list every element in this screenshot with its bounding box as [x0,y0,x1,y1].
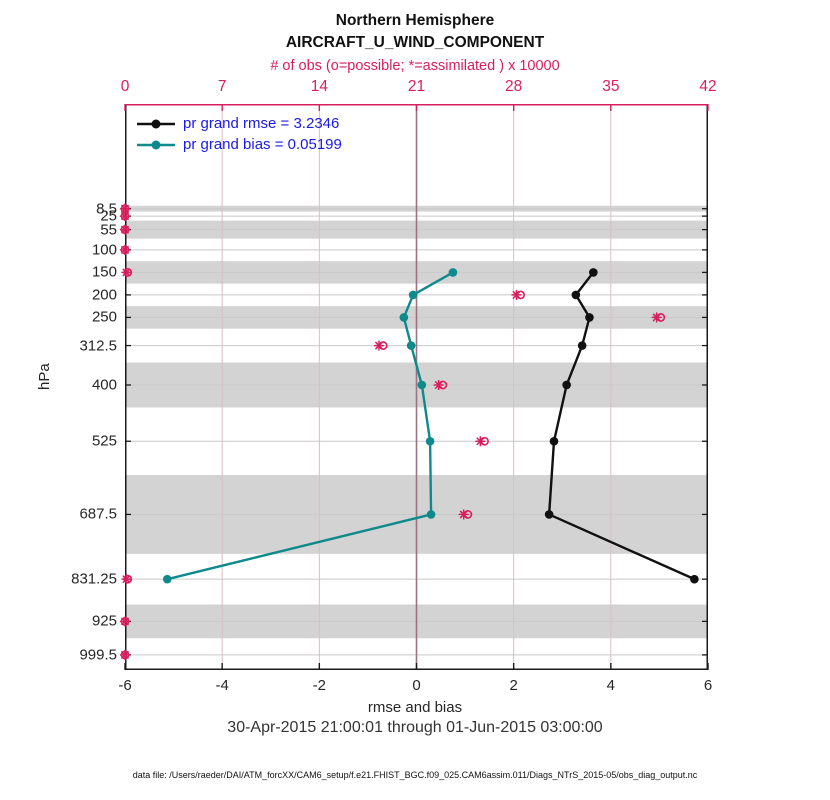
y-axis-tick-label: 400 [91,376,117,394]
top-axis-tick-labels: 0 7 14 21 28 35 42 [121,78,717,96]
assimilated-obs-marker [459,510,468,519]
y-axis-tick-label: 925 [91,612,117,630]
date-range-caption: 30-Apr-2015 21:00:01 through 01-Jun-2015… [227,719,603,736]
assimilated-obs-marker [121,617,129,626]
rmse-point [544,510,554,519]
rmse-point [690,574,699,584]
x-axis-tick-label: 0 [412,677,421,694]
rmse-point [585,313,594,322]
rmse-line [547,271,695,581]
assimilated-obs-marker [375,341,383,350]
top-axis-tick-label: 0 [120,78,130,95]
assimilated-obs-marker [512,291,521,299]
rmse-point [571,290,581,300]
x-axis-tick-label: -4 [215,677,229,694]
x-axis-tick-label: 2 [509,677,518,694]
assimilated-obs-marker [121,204,129,213]
top-axis-tick-label: 14 [310,78,328,95]
top-axis-tick-label: 35 [602,78,620,95]
chart-canvas [119,103,709,670]
y-axis-tick-label: 250 [91,308,117,326]
y-axis-tick-label: 831.25 [71,570,117,588]
y-axis-tick-label: 200 [91,286,117,304]
y-axis-tick-label: 312.5 [79,337,117,355]
legend-entry-bias: pr grand bias = 0.05199 [136,134,342,155]
legend-bias-line-sample [137,140,175,149]
top-axis-tick-label: 21 [407,78,426,95]
top-axis-tick-label: 28 [505,78,523,95]
assimilated-obs-marker [122,268,131,277]
legend-bias-label: pr grand bias = 0.05199 [183,136,342,153]
bias-point [162,574,172,584]
top-axis-tick-label: 7 [217,78,227,95]
x-axis-tick-label: 4 [606,677,615,694]
y-axis-tick-label: 999.5 [79,646,117,664]
legend-rmse-label: pr grand rmse = 3.2346 [183,115,340,132]
plot-area [119,103,709,670]
bias-point [408,290,418,300]
y-axis-tick-label: 55 [100,221,117,239]
assimilated-obs-marker [121,225,129,234]
y-axis-tick-label: 25 [100,207,117,225]
assimilated-obs-marker [476,437,485,446]
top-axis-tick-label: 42 [699,78,717,95]
bias-point [448,268,458,277]
x-axis-tick-label: -6 [118,677,132,694]
assimilated-obs-marker [121,212,129,220]
legend-rmse-line-sample [137,119,175,128]
bias-point [425,436,435,446]
rmse-point [589,268,598,277]
x-axis-label: rmse and bias [367,699,463,716]
y-axis-tick-label: 100 [91,241,117,259]
rmse-point [562,380,571,390]
bias-point [399,313,409,322]
y-axis-label: hPa [36,363,53,390]
assimilated-obs-marker [122,575,131,584]
rmse-point [549,436,559,446]
y-axis-tick-label: 8.5 [96,200,117,218]
bias-point [406,341,416,350]
y-axis-tick-label: 150 [91,263,117,281]
assimilated-obs-marker [652,313,661,322]
data-file-caption: data file: /Users/raeder/DAI/ATM_forcXX/… [132,770,698,780]
y-axis-tick-label: 525 [91,432,117,450]
rmse-point [577,341,587,350]
plot-title: Northern Hemisphere [335,12,495,29]
bias-point [417,380,427,390]
x-axis-tick-labels: -6 -4 -2 0 2 4 6 [118,677,712,695]
legend: pr grand rmse = 3.2346 pr grand bias = 0… [136,113,342,155]
legend-entry-rmse: pr grand rmse = 3.2346 [136,113,342,134]
top-axis-label: # of obs (o=possible; *=assimilated ) x … [270,58,560,74]
plot-subtitle: AIRCRAFT_U_WIND_COMPONENT [285,34,545,51]
bias-point [426,510,436,519]
assimilated-obs-marker [121,651,129,659]
assimilated-obs-marker [121,246,129,254]
assimilated-obs-marker [434,381,443,389]
x-axis-tick-label: 6 [703,677,713,694]
x-axis-tick-label: -2 [312,677,326,694]
y-axis-tick-label: 687.5 [79,505,117,523]
